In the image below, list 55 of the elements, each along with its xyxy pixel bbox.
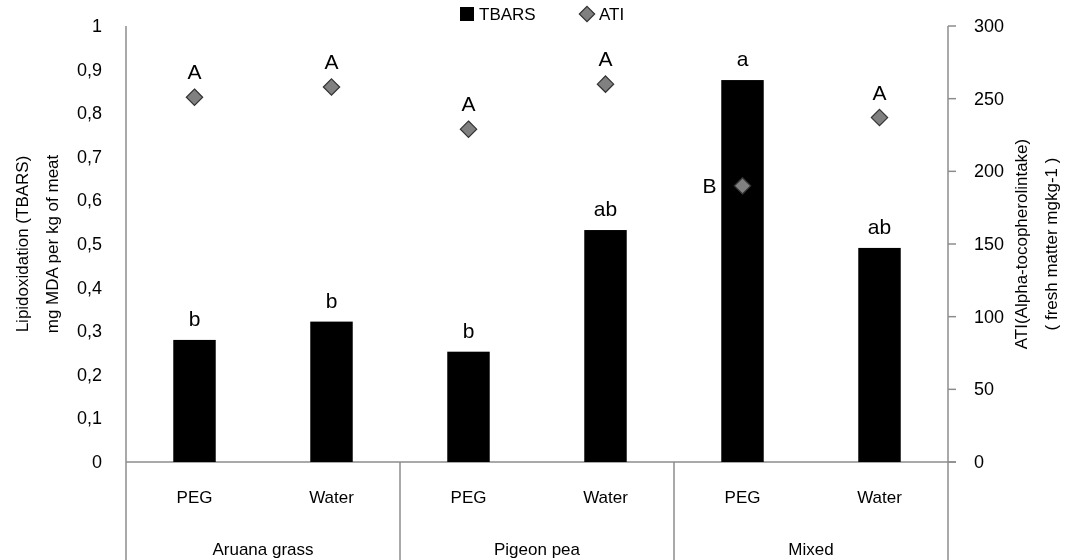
data-label: a [736,47,749,71]
point [459,120,478,138]
data-label: A [187,60,202,84]
data-label: A [598,47,613,71]
y-tick-label: 0,6 [76,190,102,211]
y2-tick-label: 50 [974,379,995,400]
bar [173,339,216,462]
y2-tick-label: 300 [974,16,1005,36]
point [870,108,889,127]
point [596,75,615,93]
legend-label: ATI [599,5,625,24]
y-tick-label: 0,7 [76,146,102,167]
y-tick-label: 0,2 [76,364,102,385]
x-tick-label: PEG [724,488,761,507]
data-label: b [325,288,338,312]
y2-tick-label: 250 [974,88,1005,109]
data-label: A [461,92,476,116]
y-tick-label: 0 [91,452,102,472]
y-axis-title: Lipidoxidation (TBARS) mg MDA per kg of meat [13,154,62,334]
data-label: A [872,80,887,104]
x-tick-label: PEG [450,488,487,507]
y-tick-label: 0,4 [76,277,102,298]
y-tick-label: 0,8 [76,103,102,124]
text: Pigeon pea [493,540,581,559]
y-tick-label: 0,5 [76,234,102,254]
point [322,78,341,96]
legend-label: TBARS [479,5,536,24]
y2-tick-label: 100 [974,306,1005,327]
data-label: A [324,50,339,74]
y2-tick-label: 0 [974,452,985,472]
data-label: B [702,173,717,197]
point [733,177,752,195]
text: Aruana grass [212,540,314,559]
y2-axis-title: ATI(Alpha-tocopherolintake) ( fresh matter mgkg-1 ) [1012,138,1061,350]
x-tick-label: Water [309,488,355,507]
data-label: b [462,318,475,342]
y-tick-label: 0,3 [76,321,102,342]
x-tick-label: PEG [176,488,213,507]
bar [858,247,901,462]
y-tick-label: 0,9 [76,59,102,80]
y2-tick-label: 200 [974,161,1005,182]
x-tick-label: Water [857,488,903,507]
y-tick-label: 1 [91,16,102,36]
text: Mixed [788,540,834,559]
point [185,88,204,106]
bar [447,351,490,462]
data-label: b [188,306,201,330]
x-tick-label: Water [583,488,629,507]
bar [310,321,353,462]
bar [721,80,764,462]
y-tick-label: 0,1 [76,408,102,429]
data-label: ab [867,214,892,238]
data-label: ab [593,197,618,221]
bar [584,230,627,462]
y2-tick-label: 150 [974,234,1005,254]
